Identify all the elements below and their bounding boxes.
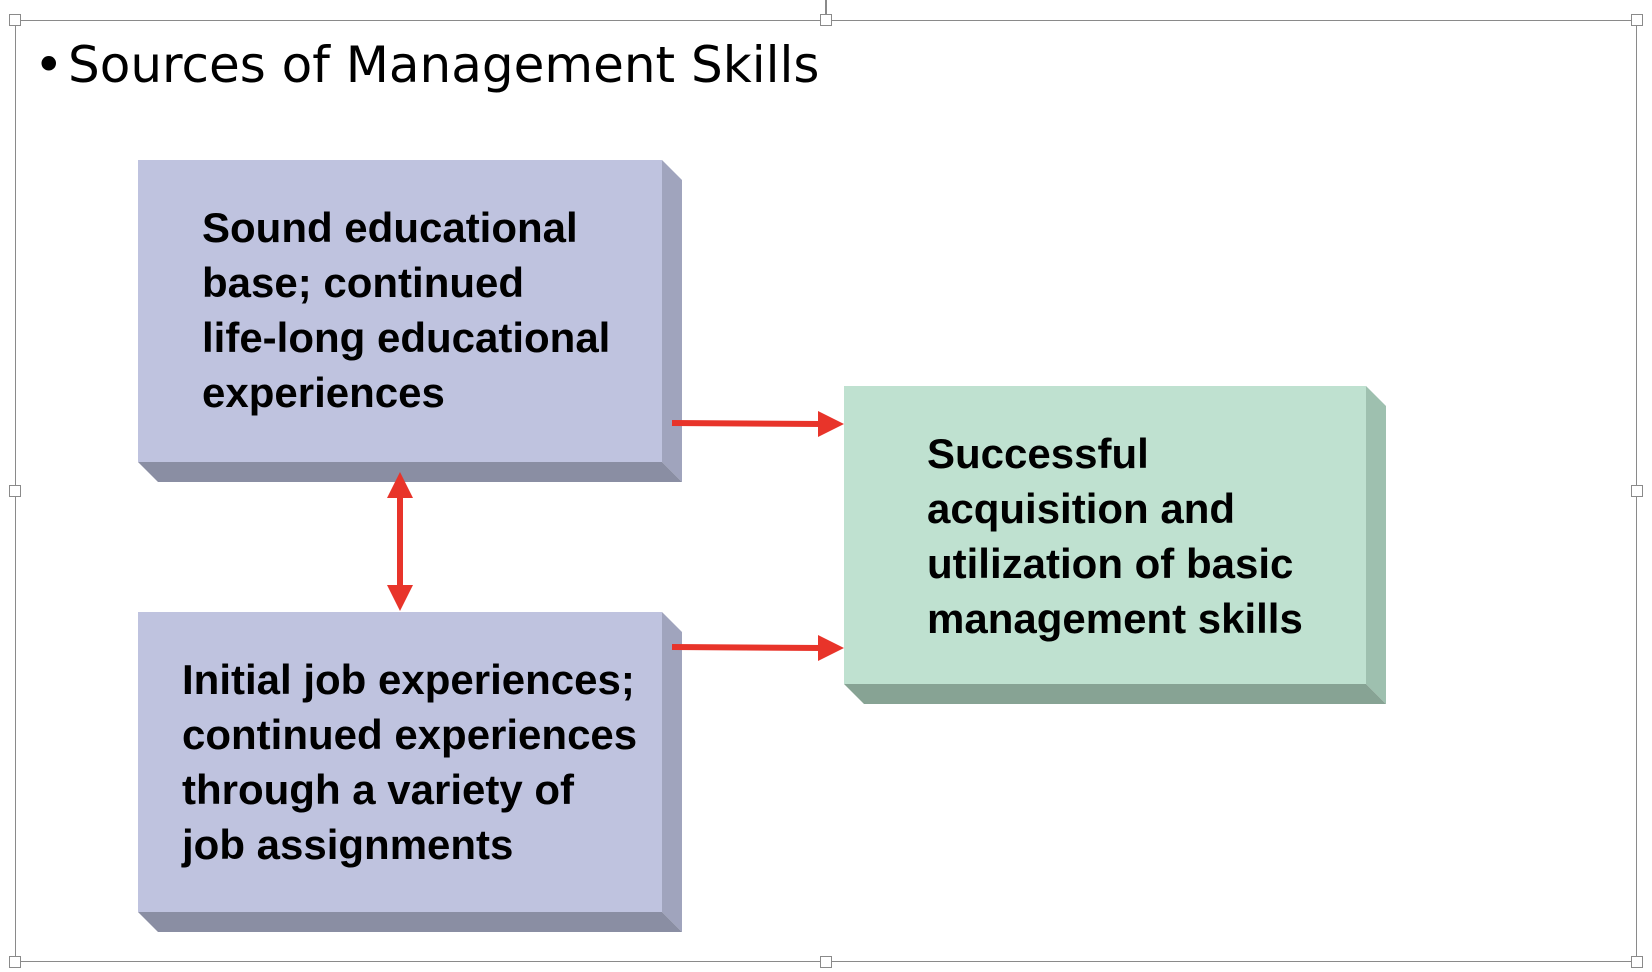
box-line: management skills — [927, 595, 1303, 642]
box-job-experiences-side — [662, 612, 682, 932]
box-educational-base[interactable]: Sound educational base; continued life-l… — [138, 160, 682, 482]
box-line: utilization of basic — [927, 540, 1294, 587]
box-job-experiences-text: Initial job experiences; continued exper… — [182, 652, 637, 872]
box-job-experiences-face — [138, 612, 662, 912]
box-successful-acquisition[interactable]: Successful acquisition and utilization o… — [844, 386, 1386, 704]
box-line: Successful — [927, 430, 1149, 477]
box-line: continued experiences — [182, 711, 638, 758]
box-job-experiences[interactable]: Initial job experiences; continued exper… — [138, 612, 682, 932]
box-successful-acquisition-shape — [844, 386, 1386, 704]
box-line: experiences — [202, 369, 445, 416]
box-line: Sound educational — [202, 204, 578, 251]
box-job-experiences-shape — [138, 612, 682, 932]
box-educational-base-face — [138, 160, 662, 462]
box-successful-acquisition-text: Successful acquisition and utilization o… — [927, 426, 1303, 646]
box-job-experiences-bottom — [138, 912, 682, 932]
resize-handle-bottom-left[interactable] — [9, 956, 21, 968]
slide-title[interactable]: •Sources of Management Skills — [34, 30, 819, 100]
box-successful-acquisition-bottom — [844, 684, 1386, 704]
box-line: base; continued — [202, 259, 525, 306]
resize-handle-bottom-right[interactable] — [1631, 956, 1643, 968]
resize-handle-middle-left[interactable] — [9, 485, 21, 497]
title-bullet: • — [34, 36, 64, 94]
box-successful-acquisition-face — [844, 386, 1366, 684]
resize-handle-top-right[interactable] — [1631, 14, 1643, 26]
box-line: through a variety of — [182, 766, 575, 813]
box-educational-base-shape — [138, 160, 682, 482]
box-line: acquisition and — [927, 485, 1236, 532]
box-line: job assignments — [182, 821, 514, 868]
box-line: Initial job experiences; — [182, 656, 635, 703]
resize-handle-top-center[interactable] — [820, 14, 832, 26]
resize-handle-middle-right[interactable] — [1631, 485, 1643, 497]
box-educational-base-bottom — [138, 462, 682, 482]
box-successful-acquisition-side — [1366, 386, 1386, 704]
title-text: Sources of Management Skills — [68, 36, 820, 94]
rotate-handle-stem — [825, 0, 827, 14]
box-educational-base-text: Sound educational base; continued life-l… — [202, 200, 610, 420]
resize-handle-top-left[interactable] — [9, 14, 21, 26]
resize-handle-bottom-center[interactable] — [820, 956, 832, 968]
box-educational-base-side — [662, 160, 682, 482]
box-line: life-long educational — [202, 314, 611, 361]
